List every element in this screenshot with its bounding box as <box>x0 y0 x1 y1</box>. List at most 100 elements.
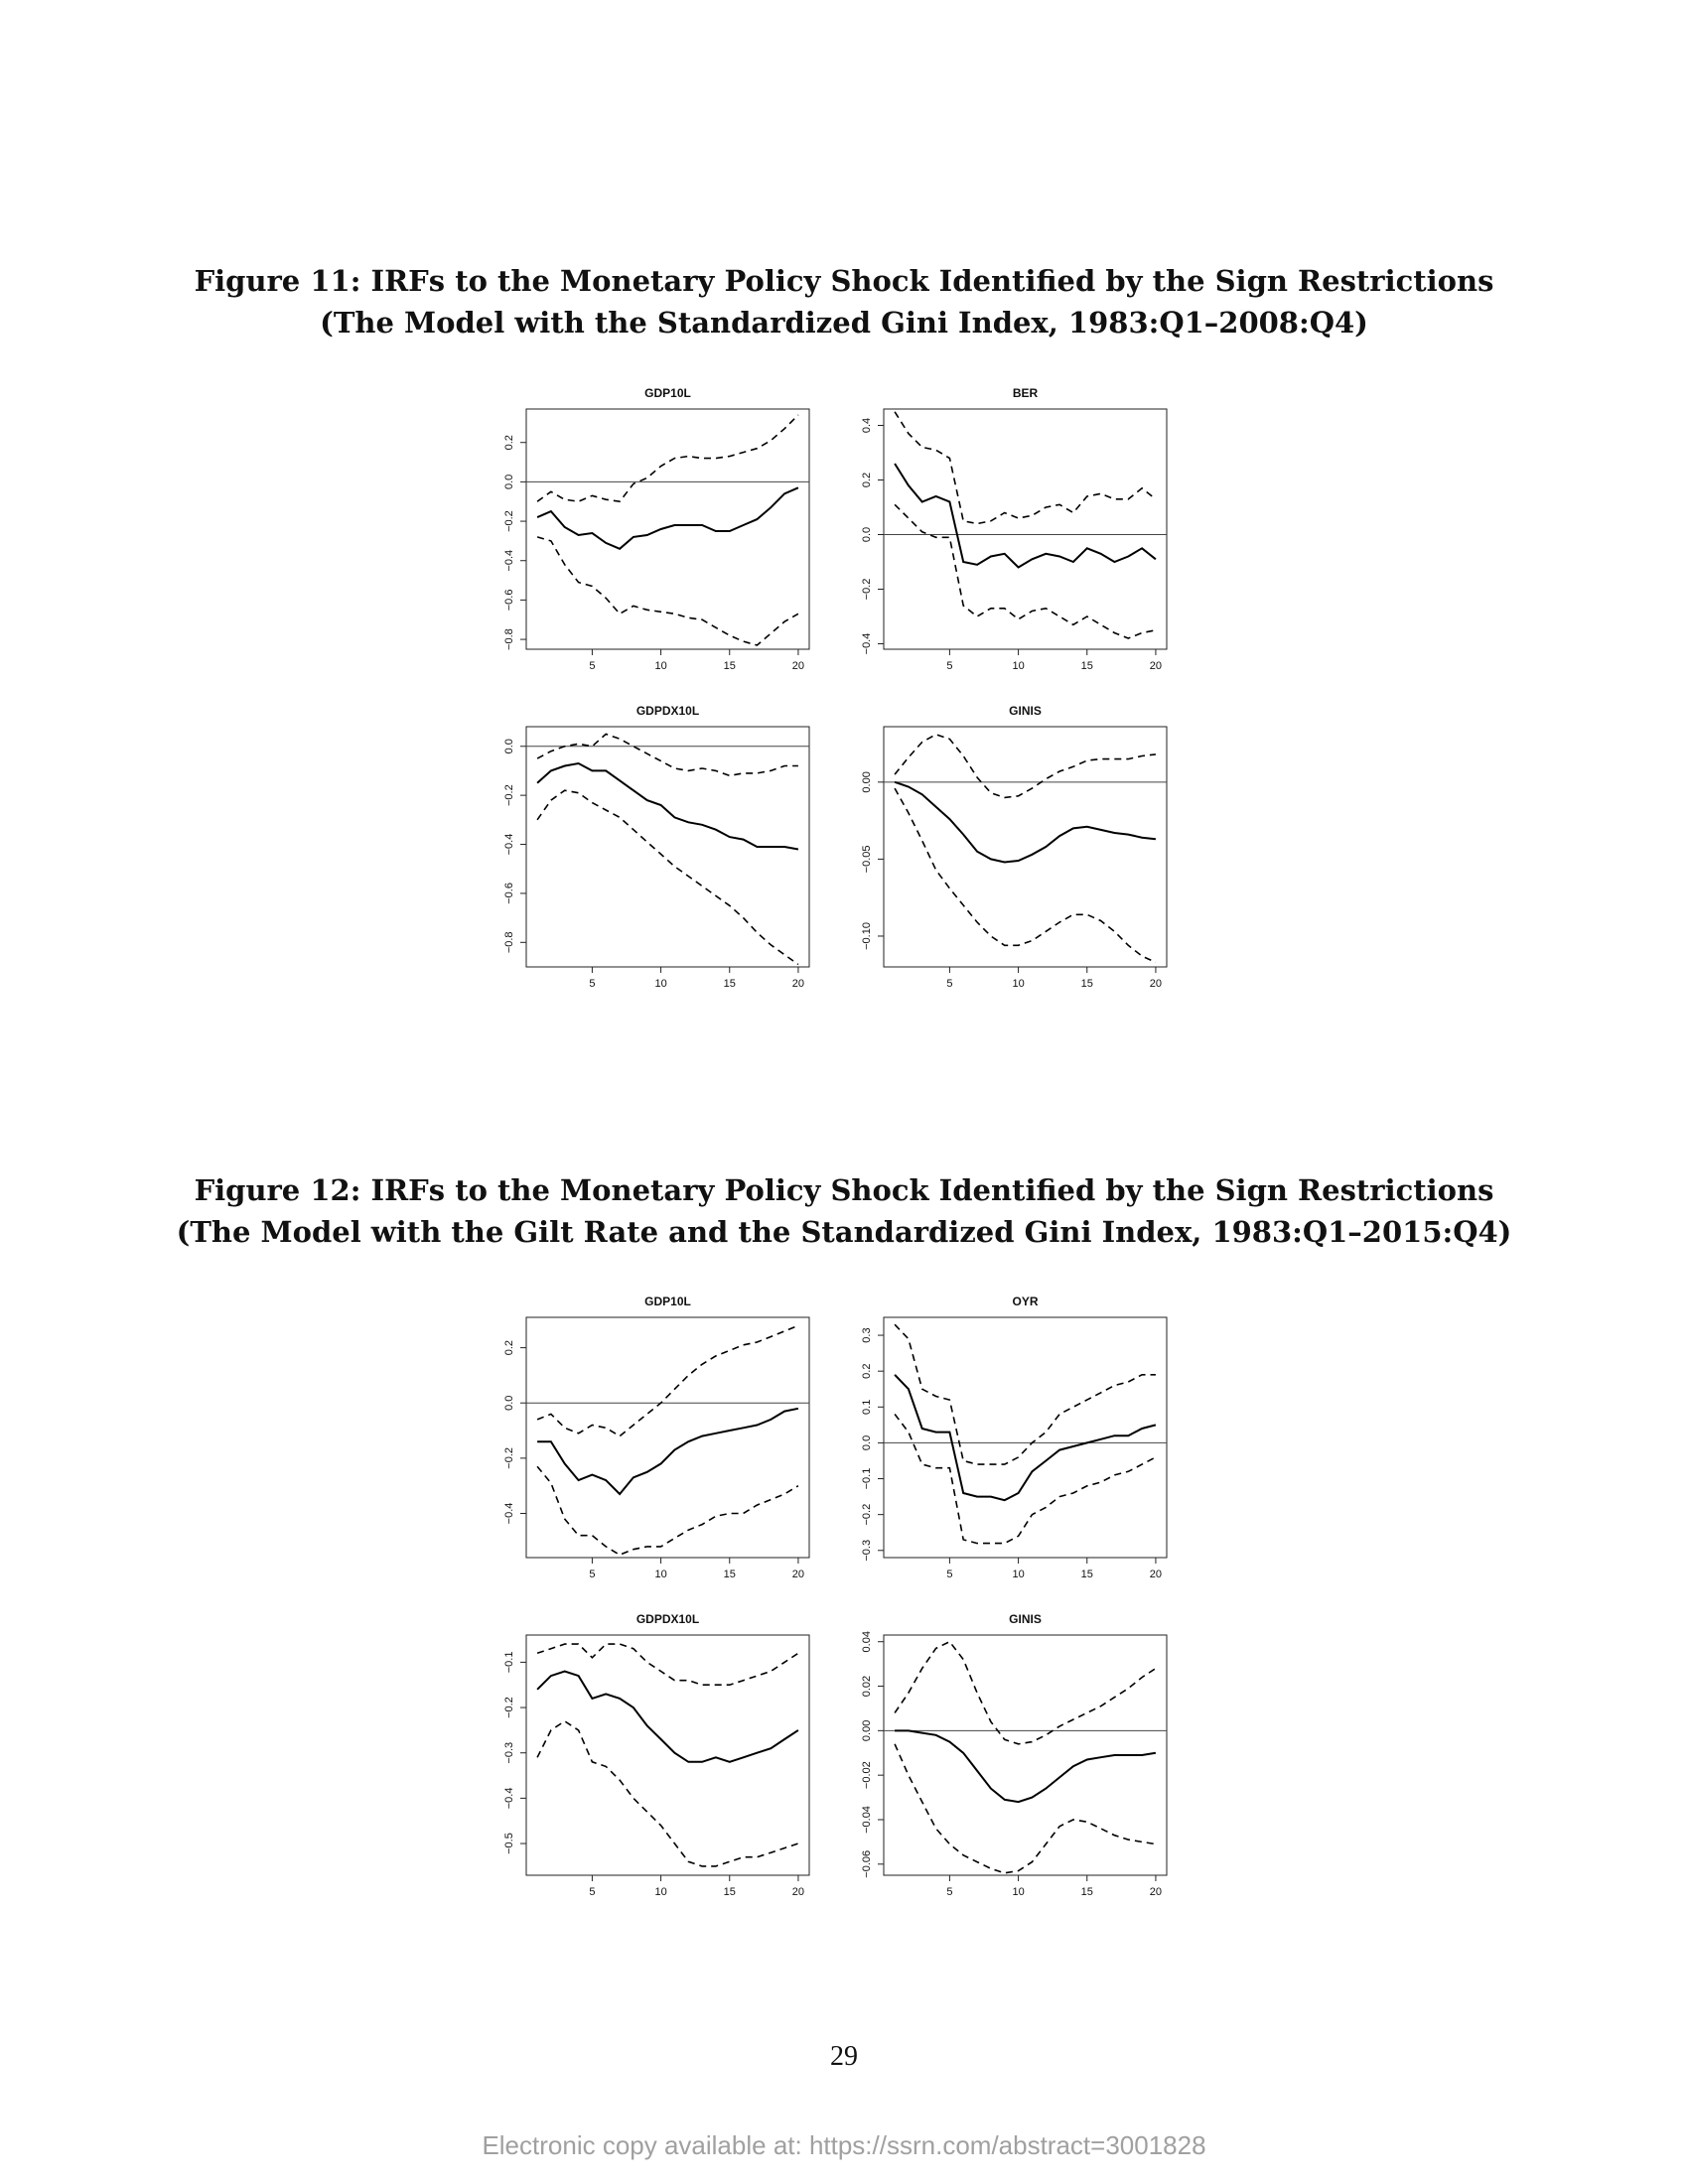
irf-confidence-band-line <box>894 733 1156 799</box>
y-tick-label: −0.3 <box>861 1540 873 1562</box>
irf-panel-gdpdx10l: GDPDX10L 5 10 15 20 −0.8 −0.6 −0.4 −0.2 0.0 <box>503 704 810 990</box>
irf-confidence-band-line <box>536 733 798 777</box>
x-tick-label: 20 <box>792 1886 804 1898</box>
x-tick-label: 10 <box>1012 660 1024 672</box>
irf-confidence-band-line <box>894 787 1157 964</box>
y-tick-label: −0.6 <box>503 590 515 612</box>
y-tick-label: −0.4 <box>503 834 515 856</box>
y-tick-label: −0.5 <box>503 1833 515 1854</box>
irf-median-line <box>537 1407 799 1496</box>
x-tick-label: 15 <box>724 978 736 990</box>
panel-title: GINIS <box>1009 704 1042 718</box>
x-tick-label: 20 <box>792 1569 804 1580</box>
panel-title: OYR <box>1012 1295 1038 1308</box>
y-tick-label: 0.0 <box>503 475 515 489</box>
figure-11-title-line1: Figure 11: IRFs to the Monetary Policy S… <box>194 264 1494 298</box>
x-tick-label: 15 <box>724 1886 736 1898</box>
figure-12-title-line1: Figure 12: IRFs to the Monetary Policy S… <box>194 1173 1494 1207</box>
irf-median-line <box>536 1670 799 1763</box>
y-tick-label: −0.1 <box>861 1468 873 1490</box>
figure-11-title-line2: (The Model with the Standardized Gini In… <box>320 306 1368 340</box>
y-tick-label: 0.2 <box>861 473 873 487</box>
y-tick-label: 0.3 <box>861 1327 873 1342</box>
y-tick-label: 0.2 <box>503 1340 515 1355</box>
irf-median-line <box>536 761 799 851</box>
irf-median-line <box>536 486 799 550</box>
x-tick-label: 20 <box>792 660 804 672</box>
irf-median-line <box>894 780 1157 864</box>
y-tick-label: −0.8 <box>503 628 515 650</box>
y-tick-label: −0.2 <box>503 784 515 806</box>
x-tick-label: 5 <box>589 1569 595 1580</box>
y-tick-label: −0.2 <box>503 510 515 532</box>
irf-confidence-band-line <box>894 503 1157 639</box>
y-tick-label: 0.04 <box>861 1631 873 1652</box>
irf-panel-ber: BER 5 10 15 20 −0.4 −0.2 0.0 0.2 0.4 <box>861 386 1168 672</box>
panel-title: GDPDX10L <box>636 704 699 718</box>
irf-confidence-band-line <box>536 789 799 966</box>
x-tick-label: 15 <box>1081 1886 1093 1898</box>
irf-confidence-band-line <box>894 1414 1157 1545</box>
y-tick-label: −0.8 <box>503 931 515 953</box>
irf-panel-ginis: GINIS 5 10 15 20 −0.06 −0.04 −0.02 0.00 0.02 0.04 <box>861 1612 1168 1898</box>
x-tick-label: 10 <box>654 978 666 990</box>
plot-frame <box>525 1316 810 1559</box>
ssrn-footer: Electronic copy available at: https://ss… <box>482 2130 1206 2160</box>
y-tick-label: 0.0 <box>861 527 873 542</box>
y-tick-label: 0.1 <box>861 1400 873 1415</box>
x-tick-label: 15 <box>724 660 736 672</box>
y-tick-label: −0.1 <box>503 1652 515 1674</box>
x-tick-label: 15 <box>1081 660 1093 672</box>
plot-frame <box>525 1634 810 1876</box>
y-tick-label: −0.2 <box>503 1697 515 1718</box>
plot-frame <box>883 726 1168 968</box>
y-tick-label: −0.02 <box>861 1761 873 1789</box>
x-tick-label: 5 <box>589 660 595 672</box>
x-tick-label: 15 <box>1081 1569 1093 1580</box>
y-tick-label: 0.0 <box>503 1396 515 1411</box>
y-tick-label: −0.4 <box>503 1788 515 1810</box>
irf-confidence-band-line <box>536 1719 799 1867</box>
y-tick-label: −0.10 <box>861 922 873 950</box>
plot-frame <box>883 1634 1168 1876</box>
panel-title: GDPDX10L <box>636 1612 699 1626</box>
page-number: 29 <box>830 2041 858 2072</box>
x-tick-label: 20 <box>1150 660 1162 672</box>
irf-median-line <box>895 1729 1157 1804</box>
y-tick-label: 0.2 <box>503 435 515 450</box>
y-tick-label: 0.00 <box>861 771 873 792</box>
y-tick-label: −0.4 <box>503 1503 515 1525</box>
plot-frame <box>883 408 1168 650</box>
panel-title: GINIS <box>1009 1612 1042 1626</box>
irf-confidence-band-line <box>894 1743 1157 1874</box>
x-tick-label: 10 <box>654 660 666 672</box>
irf-panel-gdp10l: GDP10L 5 10 15 20 −0.4 −0.2 0.0 0.2 <box>503 1295 810 1580</box>
y-tick-label: 0.0 <box>861 1435 873 1450</box>
y-tick-label: −0.3 <box>503 1742 515 1764</box>
plot-frame <box>883 1316 1168 1559</box>
y-tick-label: −0.05 <box>861 845 873 873</box>
y-tick-label: 0.2 <box>861 1364 873 1379</box>
y-tick-label: 0.02 <box>861 1676 873 1697</box>
irf-confidence-band-line <box>536 1324 799 1437</box>
y-tick-label: −0.6 <box>503 883 515 904</box>
x-tick-label: 5 <box>589 978 595 990</box>
irf-confidence-band-line <box>536 1465 799 1557</box>
irf-panel-gdpdx10l: GDPDX10L 5 10 15 20 −0.5 −0.4 −0.3 −0.2 −0.1 <box>503 1612 810 1898</box>
x-tick-label: 5 <box>589 1886 595 1898</box>
y-tick-label: −0.2 <box>503 1447 515 1469</box>
irf-panel-oyr: OYR 5 10 15 20 −0.3 −0.2 −0.1 0.0 0.1 0.2 0.3 <box>861 1295 1168 1580</box>
x-tick-label: 20 <box>1150 1886 1162 1898</box>
x-tick-label: 5 <box>946 978 952 990</box>
irf-median-line <box>894 1374 1157 1502</box>
y-tick-label: 0.4 <box>861 418 873 433</box>
y-tick-label: −0.4 <box>503 550 515 572</box>
y-tick-label: −0.06 <box>861 1850 873 1878</box>
irf-confidence-band-line <box>536 1643 799 1687</box>
irf-confidence-band-line <box>894 1323 1156 1465</box>
x-tick-label: 20 <box>792 978 804 990</box>
y-tick-label: −0.04 <box>861 1806 873 1834</box>
irf-confidence-band-line <box>894 411 1157 525</box>
y-tick-label: 0.00 <box>861 1720 873 1741</box>
